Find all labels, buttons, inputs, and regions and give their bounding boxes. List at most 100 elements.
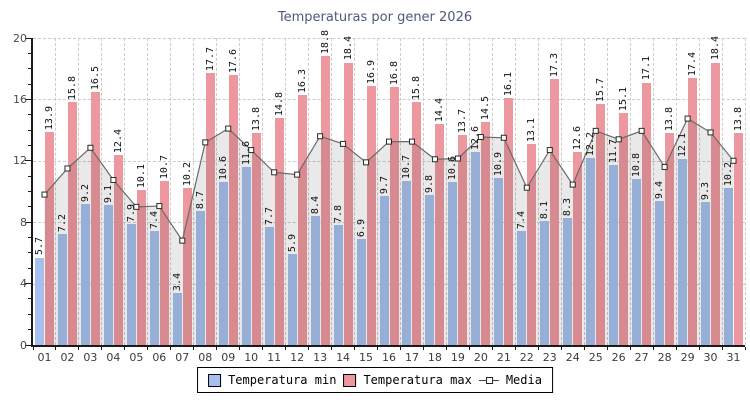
bar-temperatura-max <box>711 62 721 345</box>
x-tick-label: 30 <box>703 351 718 364</box>
x-tick-label: 08 <box>198 351 213 364</box>
value-label-min: 10.6 <box>217 156 229 181</box>
media-marker <box>64 165 71 172</box>
value-label-max: 14.5 <box>480 96 492 121</box>
y-tick <box>28 52 31 54</box>
x-tick-label: 10 <box>244 351 259 364</box>
y-tick <box>25 160 31 162</box>
bar-temperatura-max <box>228 74 238 345</box>
x-tick <box>101 347 103 350</box>
value-label-max: 10.1 <box>135 163 147 188</box>
value-label-max: 10.2 <box>181 162 193 187</box>
media-marker <box>661 163 668 170</box>
legend-max-swatch-icon <box>343 373 357 387</box>
media-marker <box>707 129 714 136</box>
y-gridline <box>33 38 745 39</box>
media-marker <box>179 237 186 244</box>
bar-temperatura-min <box>103 205 113 345</box>
x-gridline <box>124 38 126 345</box>
value-label-max: 13.7 <box>457 108 469 133</box>
y-tick-label: 12 <box>13 154 27 168</box>
value-label-min: 7.8 <box>332 205 344 224</box>
x-tick-label: 02 <box>60 351 75 364</box>
x-tick-label: 04 <box>106 351 121 364</box>
y-axis-line <box>31 38 33 347</box>
y-tick <box>28 129 31 131</box>
x-tick <box>537 347 539 350</box>
y-tick <box>28 313 31 315</box>
value-label-min: 9.3 <box>700 182 712 201</box>
media-marker <box>156 203 163 210</box>
x-tick <box>216 347 218 350</box>
y-tick <box>28 252 31 254</box>
value-label-max: 16.3 <box>296 68 308 93</box>
y-tick-label: 0 <box>20 338 27 352</box>
bar-temperatura-max <box>550 79 560 345</box>
x-tick <box>239 347 241 350</box>
y-tick <box>25 37 31 39</box>
x-gridline <box>170 38 172 345</box>
x-tick <box>193 347 195 350</box>
media-marker <box>294 171 301 178</box>
bar-temperatura-min <box>540 220 550 345</box>
value-label-max: 18.8 <box>319 30 331 55</box>
bar-temperatura-min <box>586 157 596 345</box>
x-tick <box>583 347 585 350</box>
x-tick-label: 17 <box>404 351 419 364</box>
bar-temperatura-min <box>517 231 527 345</box>
y-gridline <box>33 222 745 224</box>
value-label-max: 13.9 <box>43 105 55 130</box>
x-gridline <box>101 38 103 345</box>
media-marker <box>592 127 599 134</box>
bar-temperatura-min <box>264 226 274 345</box>
value-label-min: 3.4 <box>171 272 183 291</box>
value-label-max: 14.4 <box>434 97 446 122</box>
x-tick <box>629 347 631 350</box>
x-tick <box>55 347 57 350</box>
media-marker <box>615 136 622 143</box>
value-label-min: 9.7 <box>378 176 390 195</box>
y-tick <box>28 114 31 116</box>
value-label-max: 17.4 <box>687 51 699 76</box>
bar-temperatura-min <box>494 177 504 345</box>
media-marker <box>477 134 484 141</box>
bar-temperatura-max <box>251 133 261 345</box>
x-gridline <box>560 38 562 345</box>
media-marker <box>431 156 438 163</box>
media-marker <box>408 138 415 145</box>
chart-title: Temperaturas por gener 2026 <box>277 10 473 25</box>
x-tick-label: 12 <box>290 351 305 364</box>
y-tick <box>28 191 31 192</box>
y-tick-label: 20 <box>13 31 27 45</box>
value-label-max: 17.1 <box>641 56 653 81</box>
media-marker <box>87 144 94 151</box>
bar-temperatura-max <box>642 82 652 345</box>
bar-temperatura-min <box>57 234 67 345</box>
bar-temperatura-min <box>356 239 366 345</box>
media-marker <box>271 169 278 176</box>
x-tick-label: 29 <box>680 351 695 364</box>
media-marker <box>638 127 645 134</box>
bar-temperatura-max <box>320 56 330 345</box>
bar-temperatura-max <box>527 143 537 345</box>
bar-temperatura-min <box>701 202 711 345</box>
x-gridline <box>262 38 264 345</box>
x-tick-label: 24 <box>565 351 580 364</box>
value-label-max: 16.8 <box>388 61 400 86</box>
bar-temperatura-max <box>44 131 54 345</box>
x-gridline <box>583 38 585 345</box>
value-label-max: 13.8 <box>250 107 262 132</box>
x-tick-label: 16 <box>382 351 396 364</box>
value-label-max: 18.4 <box>710 36 722 61</box>
x-tick-label: 14 <box>336 351 351 364</box>
bar-temperatura-max <box>136 189 146 345</box>
x-tick <box>170 347 172 350</box>
value-label-min: 7.9 <box>125 203 137 222</box>
value-label-max: 10.7 <box>158 154 170 179</box>
value-label-min: 9.2 <box>79 183 91 202</box>
bar-temperatura-min <box>126 223 136 345</box>
value-label-min: 7.4 <box>516 211 528 230</box>
x-tick <box>285 347 287 350</box>
y-tick-label: 4 <box>20 277 27 291</box>
x-gridline <box>721 38 723 345</box>
